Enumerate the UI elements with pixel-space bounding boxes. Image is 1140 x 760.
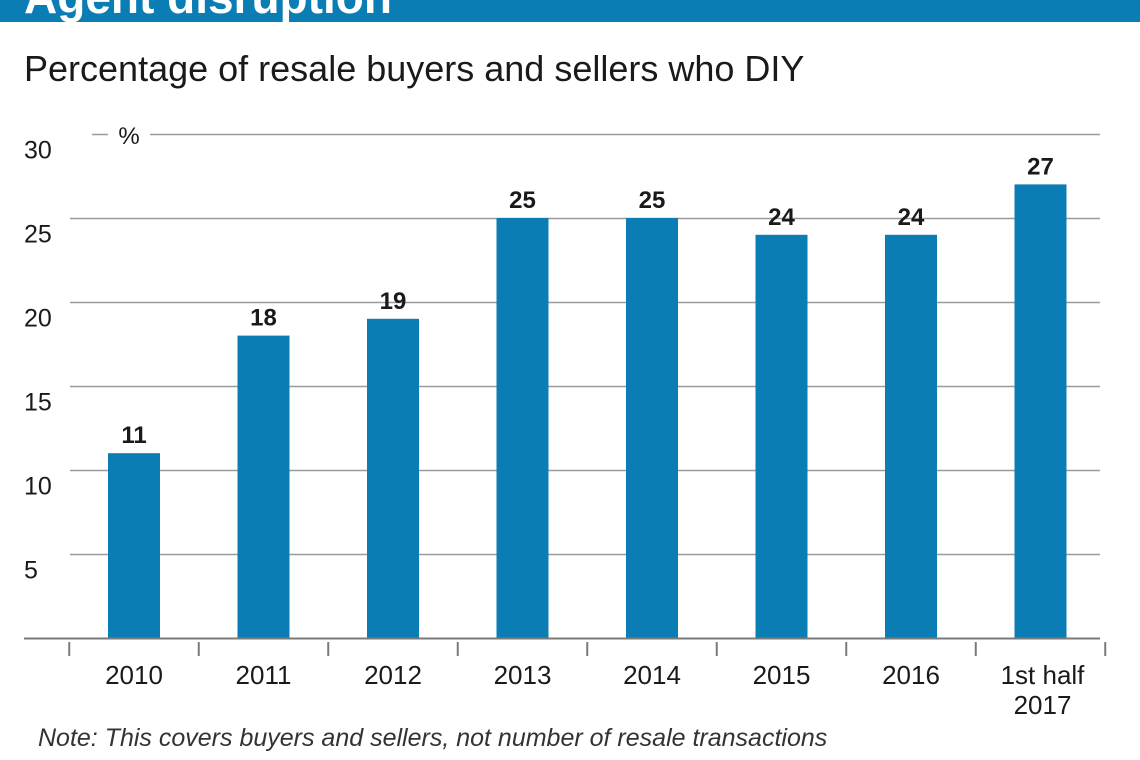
data-label-2011: 18 — [250, 305, 277, 332]
bar-2012 — [367, 318, 419, 638]
bar-2016 — [885, 234, 937, 639]
x-tick-label-1st-half-2017-line-1: 1st half — [1001, 660, 1086, 690]
y-tick-label-5: 5 — [24, 557, 38, 585]
y-axis-unit-label: % — [118, 123, 139, 150]
bar-2014 — [626, 218, 678, 638]
y-tick-label-15: 15 — [24, 389, 52, 417]
x-tick-label-2012: 2012 — [364, 660, 422, 690]
bar-1st-half-2017 — [1014, 184, 1067, 638]
y-tick-label-20: 20 — [24, 305, 52, 333]
data-label-2010: 11 — [121, 422, 146, 449]
header-bar: Agent disruption — [0, 0, 1140, 22]
data-label-2013: 25 — [509, 187, 536, 214]
data-label-1st-half-2017: 27 — [1027, 153, 1054, 180]
bar-2010 — [108, 453, 160, 638]
x-tick-label-2013: 2013 — [494, 660, 552, 690]
y-tick-label-10: 10 — [24, 473, 52, 501]
x-tick-label-2011: 2011 — [236, 660, 292, 690]
x-tick-label-2015: 2015 — [753, 660, 811, 690]
bar-2013 — [496, 218, 549, 638]
bar-2011 — [237, 335, 290, 638]
chart-note: Note: This covers buyers and sellers, no… — [38, 724, 828, 752]
x-tick-label-1st-half-2017-line-2: 2017 — [1014, 690, 1072, 720]
data-label-2015: 24 — [768, 204, 795, 231]
chart-subtitle: Percentage of resale buyers and sellers … — [24, 48, 805, 89]
data-label-2012: 19 — [380, 288, 407, 315]
x-tick-label-2010: 2010 — [105, 660, 163, 690]
x-tick-label-2016: 2016 — [882, 660, 940, 690]
data-label-2014: 25 — [639, 187, 666, 214]
y-tick-label-25: 25 — [24, 221, 52, 249]
bar-2015 — [755, 234, 808, 639]
data-label-2016: 24 — [898, 204, 925, 231]
y-tick-label-30: 30 — [24, 137, 52, 165]
chart-title: Agent disruption — [24, 0, 392, 22]
x-tick-label-2014: 2014 — [623, 660, 681, 690]
